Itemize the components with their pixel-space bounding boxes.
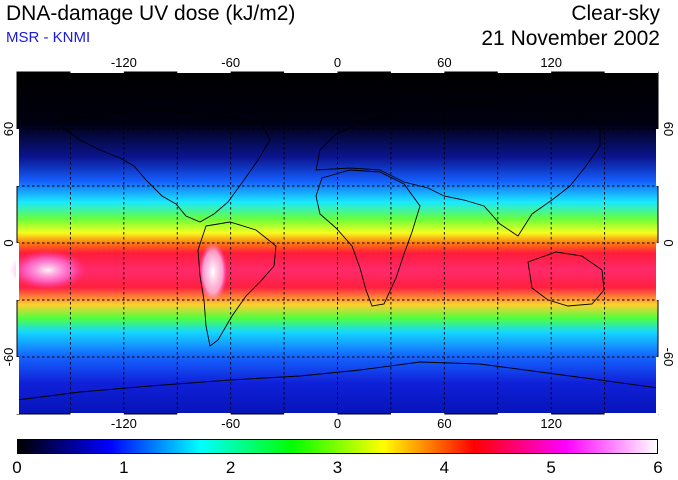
coast-africa <box>315 169 421 307</box>
frame-tick-right <box>656 129 659 186</box>
bottom-lon-tick-label: -120 <box>111 416 137 430</box>
color-scale-tick-label: 5 <box>546 458 556 477</box>
right-latitude-labels: 60 0 -60 <box>661 122 676 367</box>
frame-tick-bottom <box>284 413 338 416</box>
sky-condition: Clear-sky <box>571 2 660 25</box>
frame-tick-bottom <box>604 413 658 416</box>
coast-north-america <box>53 109 271 223</box>
color-scale-tick-label: 3 <box>332 458 343 477</box>
right-lat-tick-label: 0 <box>661 239 676 246</box>
bottom-lon-tick-label: -60 <box>221 416 240 430</box>
frame-tick-bottom <box>497 413 552 416</box>
color-scale-bar <box>17 439 658 454</box>
uv-dose-map: -120 -60 0 60 120 -120 -60 0 60 120 60 0 -60 60 0 -6… <box>1 55 676 430</box>
color-scale-tick-label: 6 <box>653 458 663 477</box>
coast-australia <box>527 251 605 307</box>
map-title: DNA-damage UV dose (kJ/m2) <box>6 2 296 25</box>
high-dose-andes <box>199 242 227 302</box>
color-scale-tick-label: 0 <box>12 458 22 477</box>
frame-tick-right <box>656 357 659 414</box>
map-subtitle: MSR - KNMI <box>6 29 91 46</box>
bottom-lon-tick-label: 60 <box>437 416 451 430</box>
top-lon-tick-label: 120 <box>540 55 562 70</box>
coast-south-america <box>197 221 277 347</box>
coast-antarctica <box>16 361 659 401</box>
color-scale-tick-label: 4 <box>439 458 450 477</box>
high-dose-pacific <box>10 250 86 290</box>
bottom-longitude-labels: -120 -60 0 60 120 <box>111 416 562 430</box>
frame-tick-top <box>390 70 445 73</box>
frame-tick-left <box>16 357 19 414</box>
color-scale-tick-label: 2 <box>225 458 236 477</box>
top-lon-tick-label: -120 <box>111 55 137 70</box>
top-longitude-labels: -120 -60 0 60 120 <box>111 55 562 70</box>
frame-tick-top <box>284 70 338 73</box>
right-lat-tick-label: -60 <box>661 348 676 367</box>
frame-tick-right <box>656 243 659 300</box>
frame-tick-bars <box>16 70 659 416</box>
coast-eurasia <box>315 103 601 237</box>
color-scale-tick-label: 1 <box>119 458 129 477</box>
top-lon-tick-label: 0 <box>334 55 341 70</box>
frame-tick-bottom <box>177 413 231 416</box>
map-date: 21 November 2002 <box>481 27 660 50</box>
left-lat-tick-label: -60 <box>1 348 16 367</box>
bottom-lon-tick-label: 0 <box>334 416 341 430</box>
bottom-lon-tick-label: 120 <box>540 416 562 430</box>
right-lat-tick-label: 60 <box>661 122 676 136</box>
frame-tick-left <box>16 243 19 300</box>
left-lat-tick-label: 60 <box>1 122 16 136</box>
frame-tick-bottom <box>70 413 124 416</box>
left-lat-tick-label: 0 <box>1 239 16 246</box>
top-lon-tick-label: 60 <box>437 55 451 70</box>
left-latitude-labels: 60 0 -60 <box>1 122 16 367</box>
frame-tick-top <box>70 70 124 73</box>
top-lon-tick-label: -60 <box>221 55 240 70</box>
frame-tick-bottom <box>390 413 445 416</box>
graticule <box>17 72 658 414</box>
coastlines <box>16 103 659 401</box>
frame-tick-top <box>604 70 658 73</box>
frame-tick-left <box>16 129 19 186</box>
frame-tick-top <box>497 70 552 73</box>
frame-tick-top <box>177 70 231 73</box>
